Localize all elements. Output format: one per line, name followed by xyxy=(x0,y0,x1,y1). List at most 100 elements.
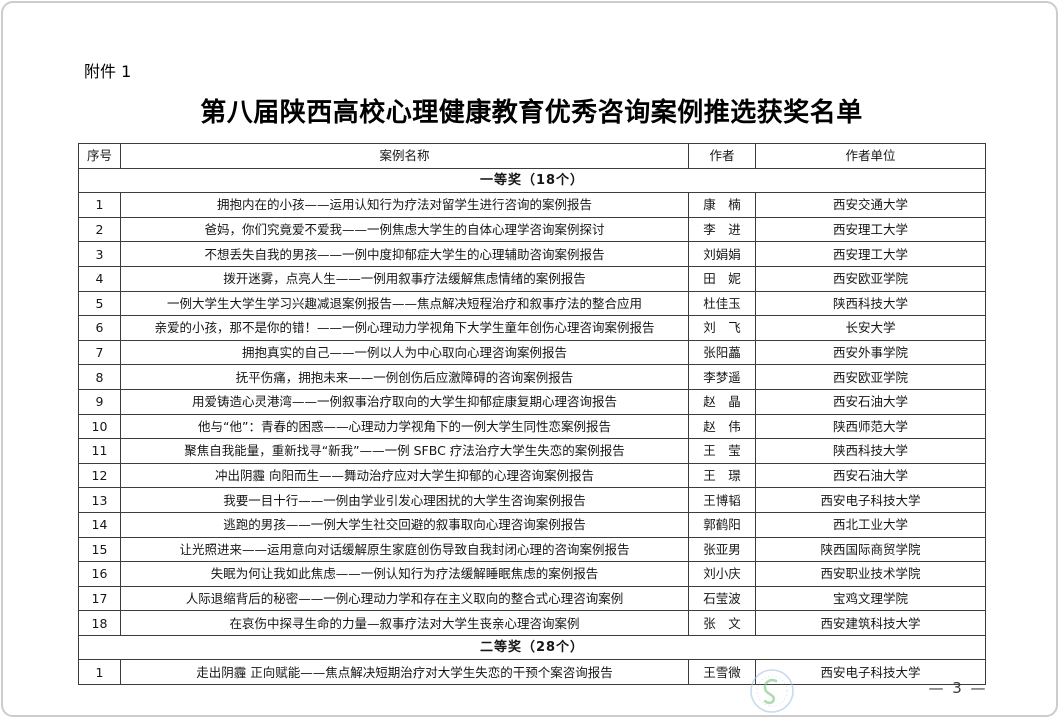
cell-institution: 西安理工大学 xyxy=(755,216,986,243)
table-row: 1 拥抱内在的小孩——运用认知行为疗法对留学生进行咨询的案例报告 康 楠 西安交… xyxy=(78,192,986,218)
table-row: 2 爸妈，你们究竟爱不爱我——一例焦虑大学生的自体心理学咨询案例探讨 李 进 西… xyxy=(78,216,986,243)
cell-case-title: 让光照进来——运用意向对话缓解原生家庭创伤导致自我封闭心理的咨询案例报告 xyxy=(120,536,689,563)
table-row: 1 走出阴霾 正向赋能——焦点解决短期治疗对大学生失恋的干预个案咨询报告 王雪微… xyxy=(78,659,986,686)
cell-institution: 西安电子科技大学 xyxy=(755,487,986,513)
cell-author: 杜佳玉 xyxy=(688,290,756,317)
award-section-label: 一等奖（18个） xyxy=(78,167,986,194)
table-header-row: 序号 案例名称 作者 作者单位 xyxy=(78,143,986,169)
table-row: 12 冲出阴霾 向阳而生——舞动治疗应对大学生抑郁的心理咨询案例报告 王 璟 西… xyxy=(78,462,986,489)
cell-institution: 西安欧亚学院 xyxy=(755,265,986,292)
cell-institution: 西安理工大学 xyxy=(755,241,986,267)
cell-row-number: 7 xyxy=(78,339,121,366)
cell-row-number: 14 xyxy=(78,511,121,538)
cell-row-number: 4 xyxy=(78,265,121,292)
cell-institution: 陕西国际商贸学院 xyxy=(755,536,986,563)
award-section-row: 二等奖（28个） xyxy=(78,634,986,661)
table-row: 9 用爱铸造心灵港湾——一例叙事治疗取向的大学生抑郁症康复期心理咨询报告 赵 晶… xyxy=(78,388,986,415)
cell-case-title: 我要一目十行——一例由学业引发心理困扰的大学生咨询案例报告 xyxy=(120,487,689,513)
cell-row-number: 11 xyxy=(78,438,121,464)
cell-author: 田 妮 xyxy=(688,265,756,292)
cell-institution: 西安建筑科技大学 xyxy=(755,610,986,636)
cell-institution: 西安石油大学 xyxy=(755,462,986,489)
cell-institution: 宝鸡文理学院 xyxy=(755,585,986,612)
table-row: 17 人际退缩背后的秘密——一例心理动力学和存在主义取向的整合式心理咨询案例 石… xyxy=(78,585,986,612)
cell-author: 赵 晶 xyxy=(688,388,756,415)
cell-author: 赵 伟 xyxy=(688,413,756,440)
cell-case-title: 走出阴霾 正向赋能——焦点解决短期治疗对大学生失恋的干预个案咨询报告 xyxy=(120,659,689,686)
cell-row-number: 15 xyxy=(78,536,121,563)
cell-author: 李梦遥 xyxy=(688,364,756,390)
cell-institution: 西安交通大学 xyxy=(755,192,986,218)
cell-case-title: 逃跑的男孩——一例大学生社交回避的叙事取向心理咨询案例报告 xyxy=(120,511,689,538)
cell-case-title: 人际退缩背后的秘密——一例心理动力学和存在主义取向的整合式心理咨询案例 xyxy=(120,585,689,612)
table-row: 10 他与“他”：青春的困惑——心理动力学视角下的一例大学生同性恋案例报告 赵 … xyxy=(78,413,986,440)
cell-row-number: 6 xyxy=(78,315,121,341)
cell-case-title: 不想丢失自我的男孩——一例中度抑郁症大学生的心理辅助咨询案例报告 xyxy=(120,241,689,267)
cell-institution: 西北工业大学 xyxy=(755,511,986,538)
table-row: 18 在哀伤中探寻生命的力量—叙事疗法对大学生丧亲心理咨询案例 张 文 西安建筑… xyxy=(78,610,986,636)
table-row: 4 拨开迷雾，点亮人生——一例用叙事疗法缓解焦虑情绪的案例报告 田 妮 西安欧亚… xyxy=(78,265,986,292)
cell-case-title: 一例大学生大学生学习兴趣减退案例报告——焦点解决短程治疗和叙事疗法的整合应用 xyxy=(120,290,689,317)
table-row: 14 逃跑的男孩——一例大学生社交回避的叙事取向心理咨询案例报告 郭鹤阳 西北工… xyxy=(78,511,986,538)
cell-institution: 陕西科技大学 xyxy=(755,290,986,317)
cell-row-number: 5 xyxy=(78,290,121,317)
cell-case-title: 拥抱真实的自己——一例以人为中心取向心理咨询案例报告 xyxy=(120,339,689,366)
cell-row-number: 1 xyxy=(78,192,121,218)
cell-row-number: 18 xyxy=(78,610,121,636)
cell-author: 刘 飞 xyxy=(688,315,756,341)
cell-institution: 长安大学 xyxy=(755,315,986,341)
cell-row-number: 13 xyxy=(78,487,121,513)
cell-author: 王雪微 xyxy=(688,659,756,686)
cell-institution: 陕西师范大学 xyxy=(755,413,986,440)
cell-author: 张 文 xyxy=(688,610,756,636)
cell-row-number: 10 xyxy=(78,413,121,440)
table-row: 7 拥抱真实的自己——一例以人为中心取向心理咨询案例报告 张阳藟 西安外事学院 xyxy=(78,339,986,366)
cell-author: 郭鹤阳 xyxy=(688,511,756,538)
cell-case-title: 用爱铸造心灵港湾——一例叙事治疗取向的大学生抑郁症康复期心理咨询报告 xyxy=(120,388,689,415)
cell-case-title: 失眠为何让我如此焦虑——一例认知行为疗法缓解睡眠焦虑的案例报告 xyxy=(120,561,689,587)
cell-author: 刘娟娟 xyxy=(688,241,756,267)
award-section-label: 二等奖（28个） xyxy=(78,634,986,661)
attachment-label: 附件 1 xyxy=(84,62,132,81)
cell-author: 石莹波 xyxy=(688,585,756,612)
cell-row-number: 2 xyxy=(78,216,121,243)
university-seal-logo xyxy=(749,668,795,714)
cell-case-title: 拥抱内在的小孩——运用认知行为疗法对留学生进行咨询的案例报告 xyxy=(120,192,689,218)
cell-institution: 西安外事学院 xyxy=(755,339,986,366)
cell-row-number: 3 xyxy=(78,241,121,267)
page-title: 第八届陕西高校心理健康教育优秀咨询案例推选获奖名单 xyxy=(200,98,863,128)
cell-author: 李 进 xyxy=(688,216,756,243)
cell-institution: 西安职业技术学院 xyxy=(755,561,986,587)
col-header-author: 作者 xyxy=(688,143,756,169)
table-row: 13 我要一目十行——一例由学业引发心理困扰的大学生咨询案例报告 王博韬 西安电… xyxy=(78,487,986,513)
cell-author: 王博韬 xyxy=(688,487,756,513)
cell-row-number: 9 xyxy=(78,388,121,415)
cell-row-number: 16 xyxy=(78,561,121,587)
cell-case-title: 拨开迷雾，点亮人生——一例用叙事疗法缓解焦虑情绪的案例报告 xyxy=(120,265,689,292)
cell-case-title: 冲出阴霾 向阳而生——舞动治疗应对大学生抑郁的心理咨询案例报告 xyxy=(120,462,689,489)
cell-case-title: 在哀伤中探寻生命的力量—叙事疗法对大学生丧亲心理咨询案例 xyxy=(120,610,689,636)
cell-case-title: 爸妈，你们究竟爱不爱我——一例焦虑大学生的自体心理学咨询案例探讨 xyxy=(120,216,689,243)
table-row: 3 不想丢失自我的男孩——一例中度抑郁症大学生的心理辅助咨询案例报告 刘娟娟 西… xyxy=(78,241,986,267)
cell-institution: 西安欧亚学院 xyxy=(755,364,986,390)
cell-author: 王 璟 xyxy=(688,462,756,489)
awards-table: 序号 案例名称 作者 作者单位 一等奖（18个） 1 拥抱内在的小孩——运用认知… xyxy=(78,143,986,686)
cell-row-number: 8 xyxy=(78,364,121,390)
cell-author: 康 楠 xyxy=(688,192,756,218)
cell-row-number: 17 xyxy=(78,585,121,612)
cell-institution: 西安电子科技大学 xyxy=(755,659,986,686)
cell-institution: 陕西科技大学 xyxy=(755,438,986,464)
table-row: 16 失眠为何让我如此焦虑——一例认知行为疗法缓解睡眠焦虑的案例报告 刘小庆 西… xyxy=(78,561,986,587)
table-row: 5 一例大学生大学生学习兴趣减退案例报告——焦点解决短程治疗和叙事疗法的整合应用… xyxy=(78,290,986,317)
award-section-row: 一等奖（18个） xyxy=(78,167,986,194)
cell-case-title: 他与“他”：青春的困惑——心理动力学视角下的一例大学生同性恋案例报告 xyxy=(120,413,689,440)
cell-case-title: 聚焦自我能量，重新找寻“新我”——一例 SFBC 疗法治疗大学生失恋的案例报告 xyxy=(120,438,689,464)
table-row: 8 抚平伤痛，拥抱未来——一例创伤后应激障碍的咨询案例报告 李梦遥 西安欧亚学院 xyxy=(78,364,986,390)
cell-author: 张阳藟 xyxy=(688,339,756,366)
table-row: 6 亲爱的小孩，那不是你的错！——一例心理动力学视角下大学生童年创伤心理咨询案例… xyxy=(78,315,986,341)
table-row: 11 聚焦自我能量，重新找寻“新我”——一例 SFBC 疗法治疗大学生失恋的案例… xyxy=(78,438,986,464)
col-header-institution: 作者单位 xyxy=(755,143,986,169)
page-number: — 3 — xyxy=(928,679,988,697)
cell-row-number: 12 xyxy=(78,462,121,489)
cell-institution: 西安石油大学 xyxy=(755,388,986,415)
